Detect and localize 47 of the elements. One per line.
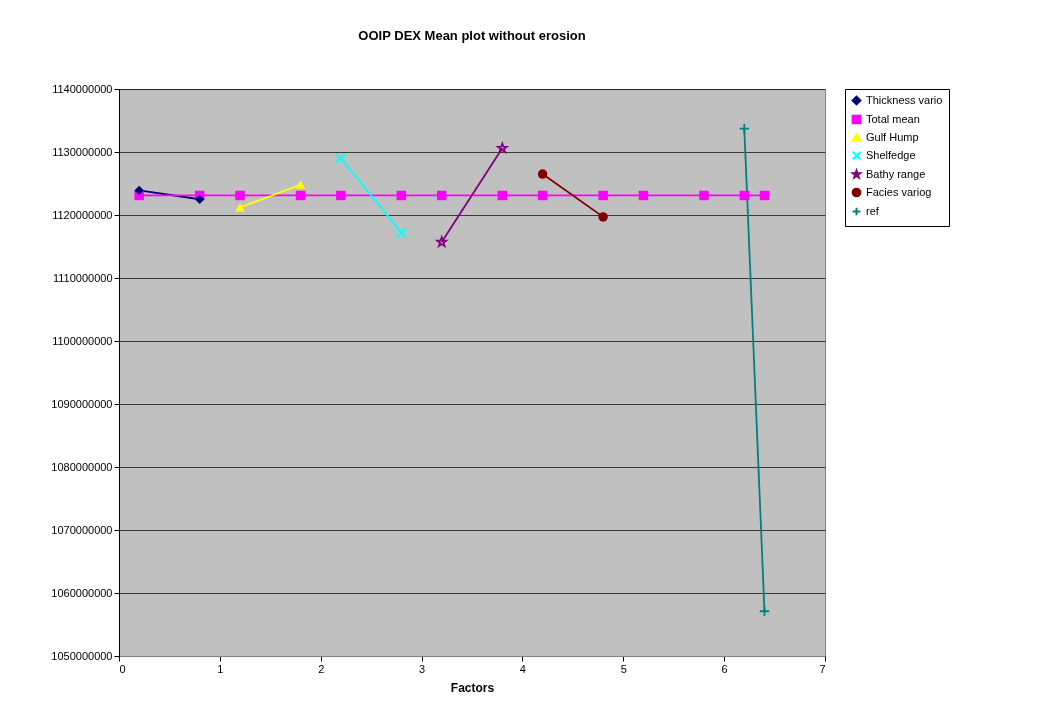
legend-label: Gulf Hump [866,130,919,143]
y-tick-label: 1120000000 [52,208,113,221]
legend-label: Thickness vario [866,93,943,106]
y-tick-label: 1110000000 [52,271,113,284]
point [235,190,245,201]
point [739,190,750,201]
point [638,190,649,201]
point [194,194,205,204]
point [699,190,709,201]
x-tick-label: 4 [519,662,526,675]
point [134,185,144,196]
x-tick-label: 3 [419,662,426,675]
legend-label: ref [866,204,880,217]
x-tick-label: 7 [819,662,826,675]
legend-label: Facies variog [866,185,932,198]
legend-label: Total mean [866,112,920,125]
x-tick-label: 2 [318,662,325,675]
point [598,190,608,201]
point [598,212,608,222]
y-tick-label: 1090000000 [51,397,113,410]
point [738,123,750,135]
y-tick-label: 1050000000 [51,649,113,662]
point [758,605,771,617]
point [395,227,408,239]
y-tick-label: 1140000000 [52,82,113,95]
x-tick-label: 6 [721,662,728,675]
x-tick-label: 0 [119,662,126,675]
point [335,152,347,164]
point [336,190,346,201]
legend-label: Shelfedge [866,148,916,161]
x-tick-label: 5 [620,662,627,675]
point [537,169,548,179]
point [396,190,407,201]
point [295,190,306,201]
y-tick-label: 1070000000 [51,523,113,536]
y-tick-label: 1080000000 [51,460,113,473]
y-tick-label: 1100000000 [52,334,113,347]
x-axis-title: Factors [450,680,495,695]
chart-title: OOIP DEX Mean plot without erosion [358,28,586,43]
point [537,190,548,201]
x-tick-label: 1 [217,662,224,675]
y-tick-label: 1130000000 [52,145,113,158]
y-tick-label: 1060000000 [51,586,113,599]
point [759,190,770,201]
point [497,190,507,201]
point [437,190,447,201]
legend-label: Bathy range [866,167,926,180]
